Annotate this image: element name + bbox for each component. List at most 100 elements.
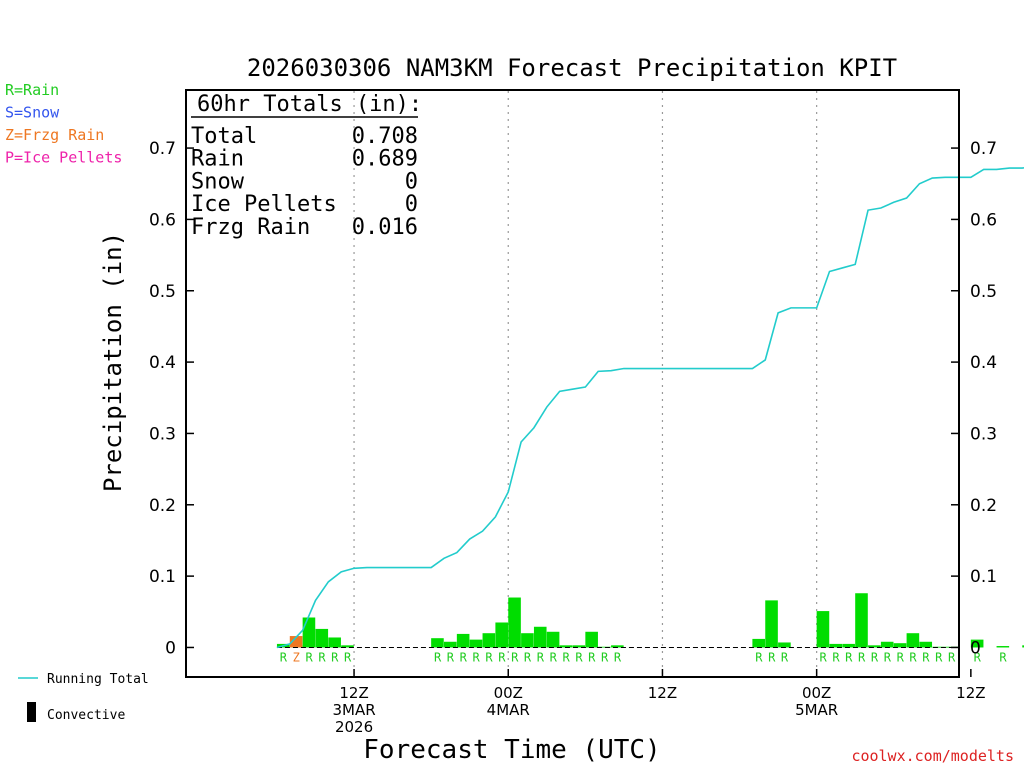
precip-type-label: R xyxy=(897,650,905,664)
precip-type-label: R xyxy=(755,650,763,664)
precip-type-label: R xyxy=(498,650,506,664)
precip-bar-rain xyxy=(880,641,894,648)
x-axis-label: Forecast Time (UTC) xyxy=(363,735,660,765)
y-axis-left: 0 0.1 0.2 0.3 0.4 0.5 0.6 0.7 xyxy=(149,139,194,658)
convective-legend-label: Convective xyxy=(47,708,125,723)
totals-row-label: Snow xyxy=(191,169,245,194)
precip-type-labels: RZRRRRRRRRRRRRRRRRRRRRRRRRRRRRRRRRRRRRR xyxy=(280,650,1008,664)
y-tick-label-left: 0.2 xyxy=(149,496,176,516)
precip-bar-rain xyxy=(829,643,843,648)
precip-bar-rain xyxy=(598,646,611,648)
totals-heading: 60hr Totals (in): xyxy=(197,92,422,117)
y-tick-label-right: 0.7 xyxy=(970,139,997,159)
precip-type-label: R xyxy=(537,650,545,664)
totals-row-label: Total xyxy=(191,124,257,149)
convective-legend-swatch xyxy=(27,702,36,722)
x-tick-label: 5MAR xyxy=(795,701,838,719)
precip-bar-rain xyxy=(970,639,984,648)
y-axis-right: 0 0.1 0.2 0.3 0.4 0.5 0.6 0.7 xyxy=(951,139,997,658)
precip-bar-rain xyxy=(328,637,341,648)
precip-type-legend: R=Rain S=Snow Z=Frzg Rain P=Ice Pellets xyxy=(5,81,122,167)
precip-type-label: R xyxy=(331,650,339,664)
x-tick-label: 00Z xyxy=(802,684,831,702)
precip-type-label: R xyxy=(781,650,789,664)
precip-type-label: R xyxy=(909,650,917,664)
x-tick-label: 12Z xyxy=(339,684,368,702)
precip-bar-rain xyxy=(572,645,586,648)
totals-row-value: 0.016 xyxy=(352,215,418,240)
precip-bar-rain xyxy=(533,626,547,648)
running-total-line xyxy=(276,166,1024,649)
line-legend: Running Total Convective xyxy=(18,672,149,723)
precip-bar-rain xyxy=(495,622,508,648)
totals-row-value: 0.708 xyxy=(352,124,418,149)
precip-type-label: Z xyxy=(293,650,300,664)
precip-type-label: R xyxy=(884,650,892,664)
precip-bar-frzg-rain xyxy=(289,636,303,648)
precip-bar-rain xyxy=(868,645,881,648)
x-tick-label: 12Z xyxy=(956,684,985,702)
y-tick-label-left: 0.6 xyxy=(149,210,176,230)
precip-bar-rain xyxy=(482,633,496,648)
running-total-legend-label: Running Total xyxy=(47,672,149,687)
totals-row-label: Rain xyxy=(191,147,244,172)
type-legend-item: P=Ice Pellets xyxy=(5,149,122,167)
precip-bar-rain xyxy=(559,645,573,648)
y-tick-label-left: 0.3 xyxy=(149,424,176,444)
totals-row-label: Ice Pellets xyxy=(191,192,337,217)
precip-type-label: R xyxy=(999,650,1007,664)
y-tick-label-right: 0.2 xyxy=(970,496,997,516)
totals-row-label: Frzg Rain xyxy=(191,215,310,240)
precip-bar-rain xyxy=(893,643,907,648)
precip-bar-rain xyxy=(469,639,483,648)
precip-type-label: R xyxy=(485,650,493,664)
precip-type-label: R xyxy=(550,650,558,664)
y-tick-label-left: 0.1 xyxy=(149,567,176,587)
y-tick-label-right: 0.1 xyxy=(970,567,997,587)
precip-bars xyxy=(276,593,1024,648)
precip-type-label: R xyxy=(974,650,982,664)
precip-bar-rain xyxy=(444,641,457,648)
precip-type-label: R xyxy=(935,650,943,664)
precip-type-label: R xyxy=(305,650,313,664)
precip-type-label: R xyxy=(614,650,622,664)
precip-type-label: R xyxy=(922,650,930,664)
y-tick-label-left: 0.4 xyxy=(149,353,176,373)
precip-bar-rain xyxy=(508,597,521,648)
y-tick-label-right: 0 xyxy=(970,638,981,658)
precip-bar-rain xyxy=(919,641,933,648)
type-legend-item: R=Rain xyxy=(5,81,59,99)
x-tick-label: 00Z xyxy=(494,684,523,702)
precip-type-label: R xyxy=(473,650,481,664)
totals-row-value: 0 xyxy=(405,169,418,194)
precip-type-label: R xyxy=(819,650,827,664)
precip-bar-rain xyxy=(611,645,624,648)
precip-type-label: R xyxy=(768,650,776,664)
precip-bar-rain xyxy=(932,646,945,648)
precip-bar-rain xyxy=(765,600,778,648)
precip-type-label: R xyxy=(858,650,866,664)
precip-bar-rain xyxy=(431,638,444,648)
precip-bar-rain xyxy=(842,643,855,648)
credit-text: coolwx.com/modelts xyxy=(851,747,1014,765)
precip-type-label: R xyxy=(447,650,455,664)
x-tick-label: 12Z xyxy=(648,684,677,702)
precip-bar-rain xyxy=(546,631,560,648)
running-total-polyline xyxy=(276,166,1024,649)
totals-rows: Total 0.708 Rain 0.689 Snow 0 Ice Pellets 0 Frzg… xyxy=(191,124,418,240)
y-tick-label-right: 0.3 xyxy=(970,424,997,444)
y-tick-label-left: 0 xyxy=(165,638,176,658)
y-tick-label-left: 0.5 xyxy=(149,282,176,302)
totals-row-value: 0.689 xyxy=(352,147,418,172)
x-tick-label: 4MAR xyxy=(487,701,530,719)
precip-type-label: R xyxy=(460,650,468,664)
precip-type-label: R xyxy=(511,650,519,664)
totals-box: 60hr Totals (in): Total 0.708 Rain 0.689 Sno… xyxy=(191,92,422,240)
precip-type-label: R xyxy=(832,650,840,664)
precip-type-label: R xyxy=(280,650,288,664)
precip-bar-rain xyxy=(855,593,868,648)
precip-type-label: R xyxy=(845,650,853,664)
precip-bar-rain xyxy=(341,645,354,648)
precip-bar-rain xyxy=(456,633,470,648)
